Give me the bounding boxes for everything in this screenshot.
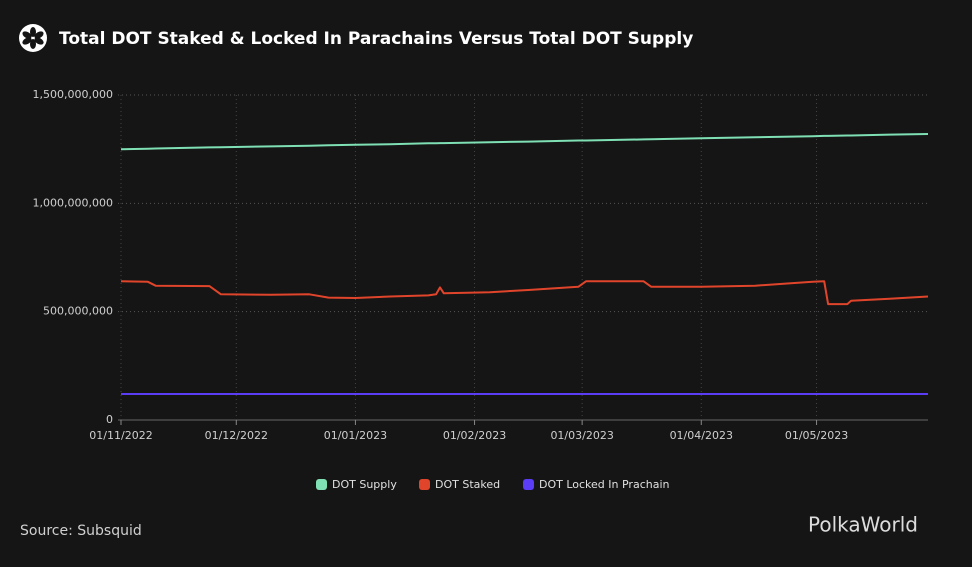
x-tick-label: 01/03/2023 (550, 429, 613, 442)
logo (19, 24, 47, 52)
y-tick-label: 500,000,000 (43, 305, 113, 318)
source: Source: Subsquid (20, 523, 142, 539)
x-tick-label: 01/04/2023 (670, 429, 733, 442)
x-tick-label: 01/12/2022 (205, 429, 268, 442)
series-line (120, 280, 929, 306)
x-tick-label: 01/02/2023 (443, 429, 506, 442)
x-tick-label: 01/11/2022 (89, 429, 152, 442)
series-line (120, 133, 929, 151)
legend-label: DOT Staked (435, 478, 500, 491)
legend-swatch (419, 479, 430, 490)
legend-swatch (316, 479, 327, 490)
legend-swatch (523, 479, 534, 490)
y-tick-label: 1,500,000,000 (33, 88, 113, 101)
y-tick-label: 1,000,000,000 (33, 196, 113, 209)
y-tick-label: 0 (106, 413, 113, 426)
watermark: PolkaWorld (808, 513, 918, 537)
legend-label: DOT Locked In Prachain (539, 478, 670, 491)
x-tick-label: 01/01/2023 (324, 429, 387, 442)
x-tick-label: 01/05/2023 (785, 429, 848, 442)
chart-title: Total DOT Staked & Locked In Parachains … (59, 29, 693, 49)
legend-label: DOT Supply (332, 478, 397, 491)
